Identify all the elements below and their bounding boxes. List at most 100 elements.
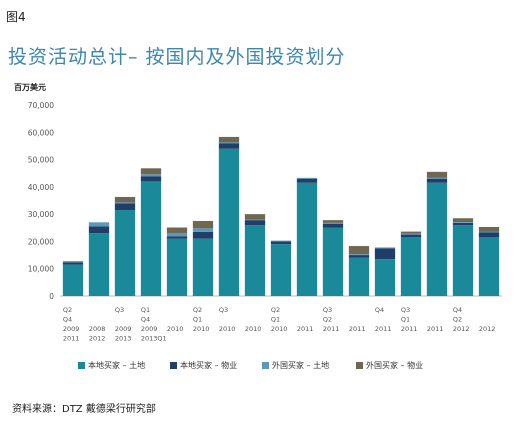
bar-segment bbox=[322, 222, 344, 224]
bar-segment bbox=[348, 254, 370, 256]
x-tick-label: 2012 bbox=[479, 325, 496, 333]
bar-segment bbox=[114, 210, 136, 296]
legend-swatch bbox=[78, 362, 85, 369]
x-tick-label: Q2 bbox=[323, 316, 332, 324]
bar-segment bbox=[88, 233, 110, 296]
bar-segment bbox=[426, 177, 448, 179]
bar-segment bbox=[270, 244, 292, 296]
x-tick-label: 2010 bbox=[271, 325, 288, 333]
x-tick-label: 2010 bbox=[193, 325, 210, 333]
bar-segment bbox=[478, 231, 500, 233]
y-tick-label: 60,000 bbox=[28, 128, 54, 137]
bar-segment bbox=[192, 238, 214, 296]
bar-segment bbox=[452, 218, 474, 223]
bar-segment bbox=[140, 168, 162, 175]
bar-segment bbox=[322, 223, 344, 228]
legend-label: 本地买家 – 物业 bbox=[180, 360, 237, 370]
x-tick-label: 2009 bbox=[115, 325, 132, 333]
bar-segment bbox=[166, 232, 188, 237]
x-tick-label: Q1 bbox=[401, 316, 410, 324]
y-tick-label: 20,000 bbox=[28, 237, 54, 246]
bar-segment bbox=[374, 259, 396, 296]
bar-segment bbox=[114, 202, 136, 204]
bar-segment bbox=[348, 257, 370, 296]
bar-segment bbox=[374, 247, 396, 249]
bar-segment bbox=[114, 196, 136, 203]
bar-segment bbox=[296, 178, 318, 183]
x-tick-label: Q3 bbox=[115, 306, 124, 314]
x-tick-label: Q1 bbox=[141, 306, 150, 314]
x-tick-label: 2011 bbox=[349, 325, 366, 333]
x-tick-label: Q4 bbox=[453, 306, 462, 314]
bar-segment bbox=[192, 228, 214, 232]
source-note: 资料来源：DTZ 戴德梁行研究部 bbox=[12, 404, 156, 415]
x-tick-label: 2013Q1 bbox=[141, 335, 167, 343]
bar-segment bbox=[192, 231, 214, 239]
bar-segment bbox=[88, 226, 110, 234]
bar-segment bbox=[400, 234, 422, 238]
x-tick-label: 2012 bbox=[89, 335, 106, 343]
x-tick-label: 2008 bbox=[89, 325, 106, 333]
legend-label: 本地买家 – 土地 bbox=[88, 360, 145, 370]
bar-segment bbox=[140, 181, 162, 296]
legend-label: 外国买家 – 物业 bbox=[366, 360, 423, 370]
x-tick-label: Q1 bbox=[193, 316, 202, 324]
bar-segment bbox=[166, 236, 188, 239]
bar-segment bbox=[166, 238, 188, 296]
bar-segment bbox=[400, 231, 422, 234]
bar-segment bbox=[88, 222, 110, 227]
legend-label: 外国买家 – 土地 bbox=[272, 360, 329, 370]
bar-segment bbox=[244, 225, 266, 296]
y-tick-label: 0 bbox=[49, 292, 54, 301]
y-tick-label: 10,000 bbox=[28, 265, 54, 274]
bar-segment bbox=[192, 220, 214, 229]
bar-segment bbox=[140, 174, 162, 177]
x-tick-label: 2011 bbox=[427, 325, 444, 333]
x-tick-label: 2011 bbox=[375, 325, 392, 333]
x-tick-label: Q2 bbox=[453, 316, 462, 324]
x-tick-label: 2011 bbox=[63, 335, 80, 343]
x-tick-label: 2011 bbox=[297, 325, 314, 333]
y-tick-label: 30,000 bbox=[28, 210, 54, 219]
y-tick-label: 40,000 bbox=[28, 183, 54, 192]
figure-label: 图4 bbox=[6, 10, 26, 24]
y-tick-label: 50,000 bbox=[28, 156, 54, 165]
bar-segment bbox=[218, 143, 240, 149]
x-tick-label: 2013 bbox=[115, 335, 132, 343]
x-tick-label: 2011 bbox=[401, 325, 418, 333]
x-tick-label: Q4 bbox=[375, 306, 384, 314]
x-tick-label: 2012 bbox=[453, 325, 470, 333]
bar-segment bbox=[426, 182, 448, 296]
bar-segment bbox=[62, 262, 84, 265]
bar-segment bbox=[478, 237, 500, 296]
bar-segment bbox=[348, 246, 370, 255]
bar-segment bbox=[452, 222, 474, 223]
bar-segment bbox=[270, 240, 292, 242]
x-tick-label: Q3 bbox=[219, 306, 228, 314]
bar-segment bbox=[270, 241, 292, 245]
x-tick-label: Q3 bbox=[401, 306, 410, 314]
legend-swatch bbox=[170, 362, 177, 369]
bar-segment bbox=[322, 220, 344, 223]
bar-segment bbox=[400, 233, 422, 235]
bar-segment bbox=[166, 227, 188, 233]
bar-segment bbox=[244, 214, 266, 220]
bar-segment bbox=[244, 220, 266, 226]
x-tick-label: Q1 bbox=[271, 316, 280, 324]
bar-segment bbox=[478, 232, 500, 238]
x-tick-label: Q2 bbox=[63, 306, 72, 314]
bar-segment bbox=[426, 178, 448, 183]
chart-title: 投资活动总计– 按国内及外国投资划分 bbox=[8, 46, 346, 68]
x-tick-label: 2009 bbox=[63, 325, 80, 333]
bar-segment bbox=[478, 226, 500, 232]
bar-segment bbox=[218, 148, 240, 296]
x-tick-label: Q3 bbox=[323, 306, 332, 314]
x-tick-label: Q2 bbox=[193, 306, 202, 314]
bar-segment bbox=[426, 171, 448, 178]
x-tick-label: Q4 bbox=[141, 316, 150, 324]
bar-segment bbox=[322, 227, 344, 296]
bar-segment bbox=[400, 237, 422, 296]
bar-segment bbox=[452, 222, 474, 226]
bar-segment bbox=[218, 142, 240, 144]
bar-segment bbox=[296, 182, 318, 296]
